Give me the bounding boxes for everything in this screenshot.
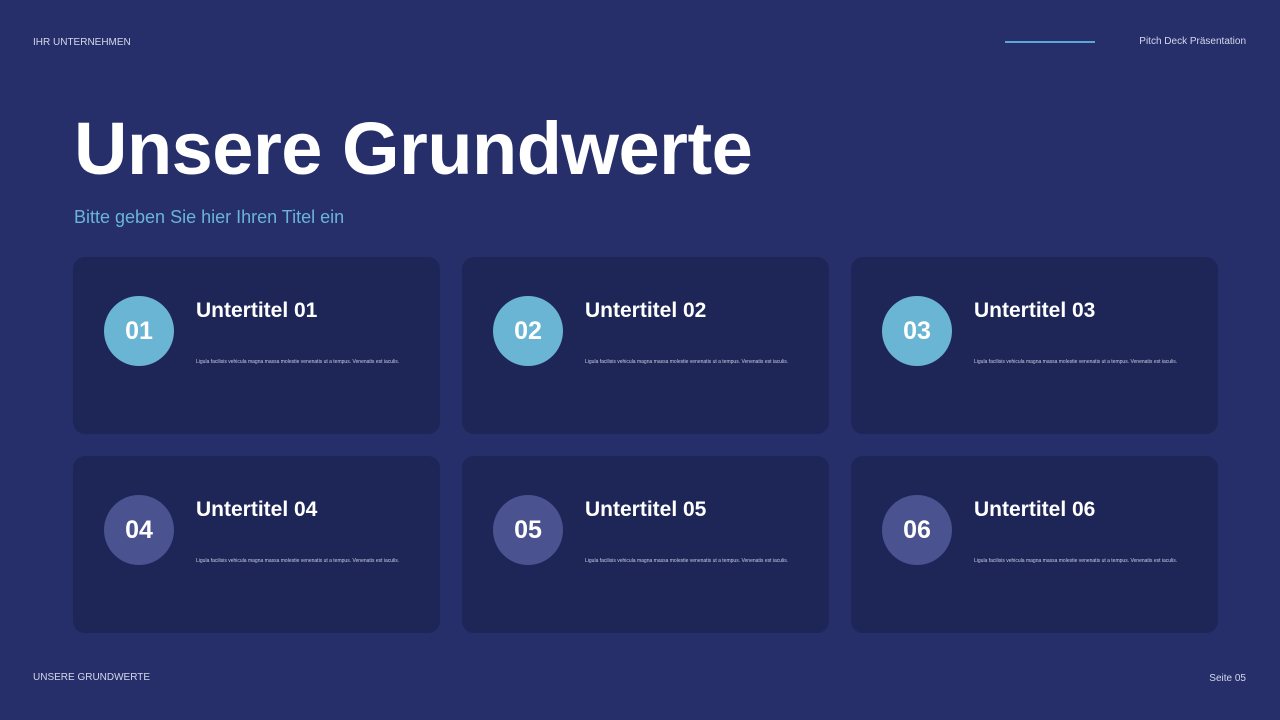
card-text: Ligula facilisis vehicula magna massa mo… [974,558,1178,564]
value-card: 06 Untertitel 06 Ligula facilisis vehicula… [851,456,1218,633]
number-badge: 03 [882,296,952,366]
number-badge: 04 [104,495,174,565]
page-subtitle: Bitte geben Sie hier Ihren Titel ein [74,207,345,227]
number-badge: 05 [493,495,563,565]
value-card: 05 Untertitel 05 Ligula facilisis vehicula… [462,456,829,633]
accent-line [1005,41,1095,43]
number-badge: 01 [104,296,174,366]
card-title: Untertitel 03 [974,299,1096,322]
number-badge: 06 [882,495,952,565]
page-number: Seite 05 [1209,673,1246,684]
footer-section: UNSERE GRUNDWERTE [33,672,151,683]
card-title: Untertitel 04 [196,498,318,521]
company-name: IHR UNTERNEHMEN [33,37,131,48]
deck-label: Pitch Deck Präsentation [1139,36,1246,47]
card-title: Untertitel 01 [196,299,318,322]
value-card: 01 Untertitel 01 Ligula facilisis vehicula… [73,257,440,434]
card-text: Ligula facilisis vehicula magna massa mo… [974,359,1178,365]
value-card: 04 Untertitel 04 Ligula facilisis vehicula… [73,456,440,633]
value-card: 03 Untertitel 03 Ligula facilisis vehicula… [851,257,1218,434]
card-text: Ligula facilisis vehicula magna massa mo… [585,359,789,365]
card-text: Ligula facilisis vehicula magna massa mo… [196,359,400,365]
card-title: Untertitel 02 [585,299,707,322]
card-text: Ligula facilisis vehicula magna massa mo… [585,558,789,564]
number-badge: 02 [493,296,563,366]
card-text: Ligula facilisis vehicula magna massa mo… [196,558,400,564]
card-title: Untertitel 06 [974,498,1096,521]
card-title: Untertitel 05 [585,498,707,521]
values-grid: 01 Untertitel 01 Ligula facilisis vehicula… [73,257,1218,633]
page-title: Unsere Grundwerte [74,107,753,190]
value-card: 02 Untertitel 02 Ligula facilisis vehicula… [462,257,829,434]
